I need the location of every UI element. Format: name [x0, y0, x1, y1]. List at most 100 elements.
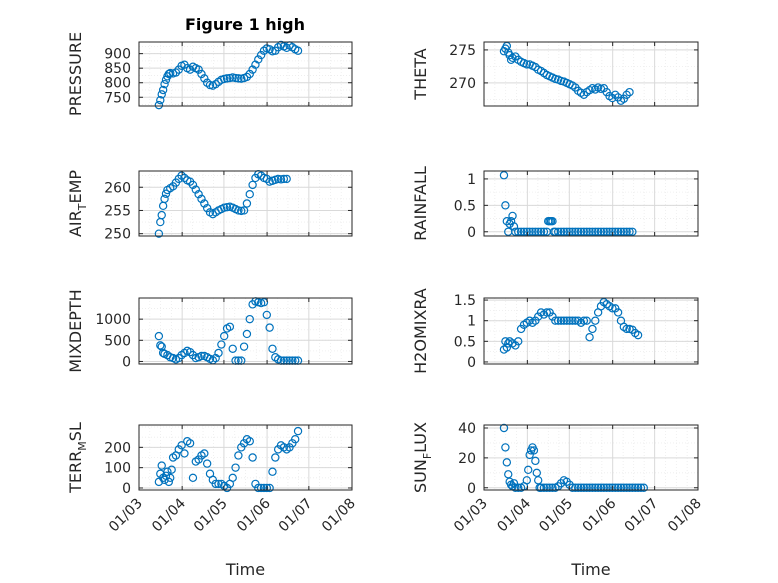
- data-point: [160, 194, 169, 204]
- data-point: [222, 203, 232, 212]
- data-point: [511, 483, 520, 492]
- x-axis-label: Time: [225, 560, 265, 579]
- data-point: [508, 211, 517, 221]
- data-point: [568, 316, 577, 325]
- data-point: [177, 441, 186, 450]
- x-tick-label: 01/07: [276, 496, 316, 536]
- data-point: [188, 180, 198, 190]
- data-point: [211, 479, 220, 489]
- x-tick-label: 01/08: [319, 496, 359, 536]
- x-tick-label: 01/04: [494, 495, 534, 535]
- data-point: [539, 227, 549, 236]
- y-tick-label: 0: [122, 481, 131, 497]
- y-tick-label: 0.5: [454, 334, 476, 350]
- data-point: [562, 316, 571, 325]
- data-point: [602, 483, 611, 492]
- data-point: [571, 316, 580, 325]
- data-point: [582, 483, 591, 492]
- y-tick-label: 900: [104, 47, 131, 63]
- axes-mixdepth: 0 500 1000 MIXDEPTH: [66, 289, 353, 373]
- data-point: [234, 206, 243, 215]
- x-tick-label: 01/08: [665, 496, 705, 536]
- data-point: [593, 227, 603, 236]
- data-point: [611, 90, 620, 99]
- y-axis-label-rest: SL: [66, 422, 85, 441]
- data-point: [228, 473, 237, 483]
- data-point: [613, 483, 623, 492]
- axes-box: [138, 424, 353, 491]
- data-point: [268, 467, 277, 476]
- data-point: [194, 65, 203, 74]
- data-point: [501, 443, 510, 452]
- data-point: [531, 456, 540, 466]
- data-point: [602, 227, 611, 236]
- x-tick-label: 01/07: [622, 496, 662, 536]
- series-points: [499, 41, 634, 105]
- data-point: [157, 210, 166, 220]
- y-axis-label-text: MIXDEPTH: [66, 289, 85, 372]
- data-point: [214, 348, 223, 358]
- data-point: [509, 222, 519, 231]
- x-tick-label: 01/05: [536, 496, 576, 536]
- y-axis-label-subscript: M: [76, 441, 89, 451]
- data-point: [514, 337, 523, 346]
- y-tick-label: 1: [467, 314, 476, 330]
- data-point: [262, 483, 271, 493]
- y-axis-label-rest: LUX: [411, 422, 430, 453]
- data-point: [576, 483, 586, 492]
- data-point: [256, 483, 266, 493]
- y-tick-label: 0: [467, 355, 476, 371]
- data-point: [154, 331, 164, 341]
- y-tick-label: 20: [458, 451, 476, 467]
- data-point: [628, 227, 637, 236]
- data-point: [234, 451, 243, 460]
- data-point: [194, 190, 203, 199]
- y-tick-label: 850: [104, 61, 131, 77]
- data-point: [254, 55, 263, 64]
- data-point: [245, 190, 254, 199]
- data-point: [293, 46, 303, 55]
- data-point: [200, 449, 209, 458]
- data-point: [166, 68, 175, 78]
- data-point: [200, 199, 209, 208]
- data-point: [579, 90, 589, 99]
- data-point: [245, 437, 254, 446]
- data-point: [559, 316, 569, 325]
- data-point: [157, 90, 166, 99]
- data-point: [158, 348, 168, 358]
- data-point: [608, 483, 617, 492]
- data-point: [573, 483, 583, 492]
- data-point: [585, 483, 594, 492]
- data-point: [591, 316, 600, 325]
- data-point: [573, 227, 583, 236]
- data-point: [622, 324, 631, 334]
- data-point: [242, 199, 252, 208]
- x-tick-label: 01/03: [106, 496, 146, 536]
- data-point: [571, 483, 580, 492]
- data-point: [502, 217, 512, 226]
- y-axis-label: MIXDEPTH: [66, 289, 85, 372]
- data-point: [262, 174, 271, 184]
- data-point: [197, 194, 206, 204]
- data-point: [282, 174, 291, 184]
- data-point: [633, 483, 643, 492]
- data-point: [217, 340, 226, 349]
- y-tick-label: 200: [104, 440, 131, 456]
- y-tick-label: 0: [467, 481, 476, 497]
- data-point: [568, 227, 577, 236]
- data-point: [158, 85, 168, 95]
- data-point: [171, 68, 181, 77]
- data-point: [619, 483, 629, 492]
- data-point: [248, 453, 257, 462]
- data-point: [237, 206, 246, 216]
- data-point: [200, 74, 209, 83]
- axes-box: [483, 170, 699, 237]
- data-point: [639, 483, 648, 492]
- data-point: [164, 477, 174, 487]
- data-point: [254, 483, 263, 493]
- data-point: [202, 459, 212, 468]
- data-point: [579, 483, 589, 492]
- data-point: [225, 322, 235, 331]
- data-point: [514, 227, 523, 236]
- data-point: [245, 69, 254, 79]
